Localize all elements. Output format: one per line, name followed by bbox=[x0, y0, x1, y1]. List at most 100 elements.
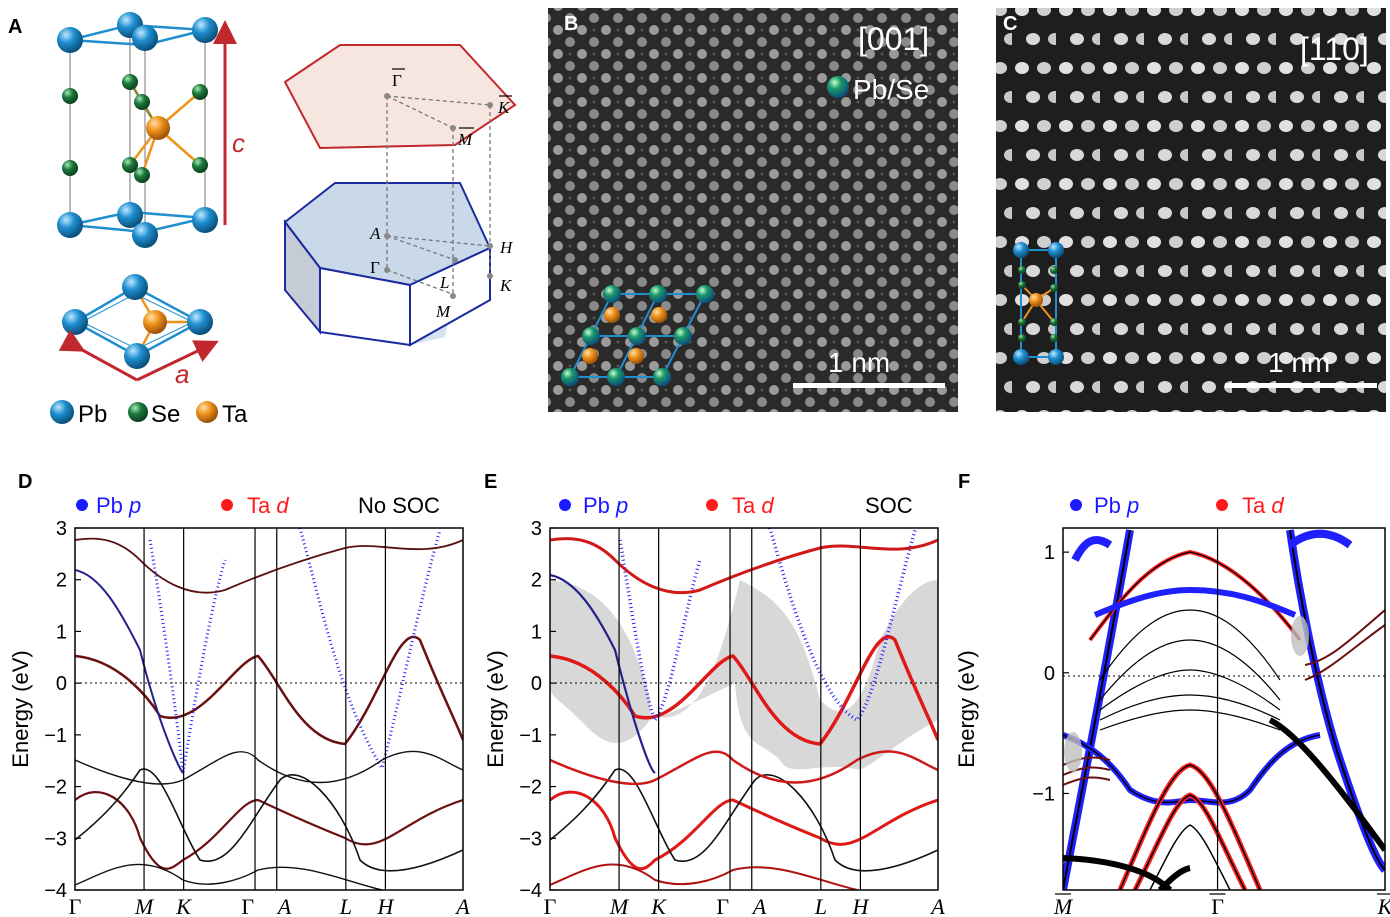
ytick-label-d-0: −4 bbox=[44, 880, 67, 902]
legend-label-tad-e: Ta d bbox=[732, 493, 774, 518]
legend-dot-tad-e bbox=[706, 499, 718, 511]
kpoint-label-d-7: A bbox=[454, 894, 470, 917]
ylabel-e: Energy (eV) bbox=[483, 650, 508, 767]
panel-c: C [110] 1 nm bbox=[996, 8, 1386, 412]
unit-cell-top-view bbox=[62, 274, 213, 369]
plot-frame-e bbox=[549, 527, 939, 891]
ytick-label-f-1: 0 bbox=[1044, 663, 1055, 685]
kpoint-label-f-1: Γ bbox=[1211, 894, 1224, 917]
zone-axis-110: [110] bbox=[1300, 31, 1369, 67]
kpoint-label-d-3: Γ bbox=[241, 894, 254, 917]
panel-label-b: B bbox=[564, 13, 578, 35]
kpoint-label-e-4: A bbox=[751, 894, 767, 917]
stem-image-001 bbox=[548, 8, 958, 412]
ytick-label-d-3: −1 bbox=[44, 725, 67, 747]
brillouin-zone: Γ K M A H Γ L K M bbox=[283, 44, 517, 347]
zone-axis-001: [001] bbox=[858, 21, 929, 57]
se-atom-icon bbox=[128, 402, 148, 422]
legend-label-pbp-f: Pb p bbox=[1094, 493, 1139, 518]
kpoint-label-e-0: Γ bbox=[544, 894, 557, 917]
ytick-label-e-6: 2 bbox=[531, 570, 542, 592]
panel-a: A bbox=[8, 12, 517, 428]
ytick-label-e-5: 1 bbox=[531, 621, 542, 643]
plot-frame-f bbox=[1062, 527, 1386, 891]
annotation-soc: SOC bbox=[865, 493, 913, 518]
legend-dot-pbp bbox=[76, 499, 88, 511]
legend-label-pbp-e: Pb p bbox=[583, 493, 628, 518]
bz-h: H bbox=[499, 238, 514, 257]
kpoint-label-f-2: K bbox=[1377, 894, 1390, 917]
legend-dot-pbp-e bbox=[559, 499, 571, 511]
ytick-label-d-2: −2 bbox=[44, 777, 67, 799]
ytick-label-e-3: −1 bbox=[519, 725, 542, 747]
legend-se: Se bbox=[151, 401, 180, 428]
c-axis-label: c bbox=[232, 128, 245, 158]
ytick-label-e-1: −3 bbox=[519, 828, 542, 850]
bz-gamma: Γ bbox=[370, 258, 380, 277]
bands-f bbox=[1063, 529, 1385, 890]
scale-bar-001 bbox=[793, 383, 945, 388]
kpoint-label-e-2: K bbox=[650, 894, 667, 917]
kpoint-label-f-0: M bbox=[1053, 894, 1074, 917]
legend-pbse: Pb/Se bbox=[853, 74, 929, 105]
kpoint-label-d-6: H bbox=[376, 894, 394, 917]
bz-gamma-bar: Γ bbox=[392, 71, 402, 90]
lattice-overlay-001 bbox=[561, 285, 714, 386]
legend-dot-tad bbox=[221, 499, 233, 511]
bz-m-bar: M bbox=[457, 130, 473, 149]
kpoint-label-e-7: A bbox=[929, 894, 945, 917]
kpoint-label-e-5: L bbox=[814, 894, 827, 917]
a-axis-label: a bbox=[175, 359, 189, 389]
ylabel-f: Energy (eV) bbox=[954, 650, 979, 767]
ytick-label-d-1: −3 bbox=[44, 828, 67, 850]
stem-image-110 bbox=[996, 8, 1386, 412]
atom-legend: Pb Se Ta bbox=[50, 400, 248, 428]
kpoint-label-e-6: H bbox=[851, 894, 869, 917]
ytick-label-e-7: 3 bbox=[531, 518, 542, 540]
panel-label-e: E bbox=[484, 471, 497, 493]
panel-label-f: F bbox=[958, 471, 970, 493]
kpoint-label-d-2: K bbox=[175, 894, 192, 917]
panel-label-c: C bbox=[1003, 13, 1017, 35]
lattice-overlay-110 bbox=[1013, 242, 1064, 365]
plot-frame-d bbox=[74, 527, 464, 891]
panel-f: F Pb p Ta d bbox=[954, 471, 1390, 917]
legend-label-pbp: Pb p bbox=[96, 493, 141, 518]
kpoint-label-d-4: A bbox=[276, 894, 292, 917]
bz-k: K bbox=[499, 276, 513, 295]
panel-b: B [001] Pb/Se 1 nm bbox=[548, 8, 958, 412]
bz-l: L bbox=[439, 273, 449, 292]
legend-dot-tad-f bbox=[1216, 499, 1228, 511]
scale-bar-110 bbox=[1225, 383, 1377, 388]
axis-f: −1 0 1 M Γ K bbox=[1032, 528, 1390, 917]
bands-e bbox=[550, 528, 938, 890]
bz-m: M bbox=[435, 302, 451, 321]
pbse-atom-icon bbox=[827, 76, 849, 98]
legend-dot-pbp-f bbox=[1070, 499, 1082, 511]
kpoint-label-e-3: Γ bbox=[716, 894, 729, 917]
ytick-label-d-5: 1 bbox=[56, 621, 67, 643]
panel-label-d: D bbox=[18, 471, 32, 493]
bz-a: A bbox=[369, 224, 381, 243]
scale-label-001: 1 nm bbox=[828, 347, 890, 378]
ytick-label-d-6: 2 bbox=[56, 570, 67, 592]
panel-label-a: A bbox=[8, 16, 22, 38]
bands-d bbox=[75, 528, 463, 890]
legend-label-tad-f: Ta d bbox=[1242, 493, 1284, 518]
a-axis-arrow-left bbox=[58, 329, 138, 382]
ta-atom-icon bbox=[196, 401, 218, 423]
ytick-label-e-2: −2 bbox=[519, 777, 542, 799]
ylabel-d: Energy (eV) bbox=[8, 650, 33, 767]
bz-k-bar: K bbox=[497, 98, 511, 117]
kpoint-label-e-1: M bbox=[609, 894, 630, 917]
legend-ta: Ta bbox=[222, 401, 248, 428]
kpoint-label-d-1: M bbox=[134, 894, 155, 917]
annotation-no-soc: No SOC bbox=[358, 493, 440, 518]
scale-label-110: 1 nm bbox=[1268, 347, 1330, 378]
ytick-label-f-0: −1 bbox=[1032, 783, 1055, 805]
kpoint-label-d-0: Γ bbox=[69, 894, 82, 917]
